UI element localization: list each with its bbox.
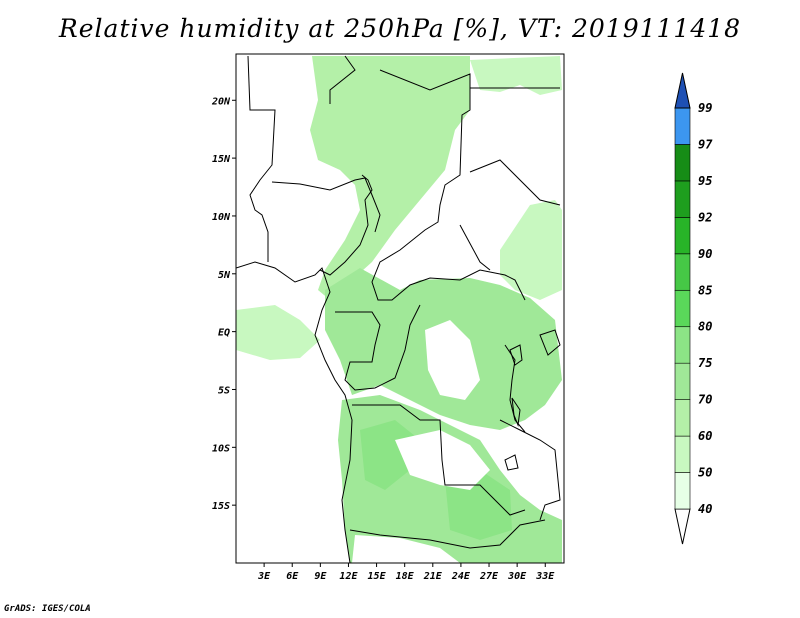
colorbar-segment xyxy=(674,253,691,291)
colorbar-label: 80 xyxy=(698,320,712,334)
lon-tick-label: 33E xyxy=(535,571,555,582)
colorbar-label: 40 xyxy=(698,502,712,516)
colorbar-high-arrow xyxy=(674,72,691,109)
colorbar-segment xyxy=(674,362,691,400)
colorbar-label: 75 xyxy=(698,356,712,370)
colorbar: 40 50 60 70 75 80 85 90 92 95 97 99 xyxy=(674,72,713,545)
colorbar-label: 70 xyxy=(698,393,712,407)
humidity-region-east xyxy=(500,200,562,300)
humidity-region-north xyxy=(310,56,470,300)
colorbar-segment xyxy=(674,144,691,182)
colorbar-segment xyxy=(674,399,691,437)
lon-tick-label: 3E xyxy=(257,571,271,582)
longitude-axis: 3E 6E 9E 12E 15E 18E 21E 24E 27E 30E 33E xyxy=(257,563,555,582)
colorbar-low-arrow xyxy=(674,508,691,545)
colorbar-segment xyxy=(674,180,691,218)
colorbar-label: 92 xyxy=(698,210,712,224)
colorbar-label: 60 xyxy=(698,429,712,443)
colorbar-segment xyxy=(674,326,691,364)
colorbar-segment xyxy=(674,107,691,145)
coastline-west xyxy=(236,261,353,563)
dry-gap-south xyxy=(352,535,460,563)
colorbar-label: 85 xyxy=(698,283,712,297)
colorbar-label: 99 xyxy=(698,101,712,115)
lon-tick-label: 24E xyxy=(451,571,471,582)
humidity-region-south-core xyxy=(360,420,420,490)
colorbar-label: 90 xyxy=(698,247,712,261)
lat-tick-label: 15S xyxy=(212,501,230,512)
grads-credit: GrADS: IGES/COLA xyxy=(4,604,91,614)
lon-tick-label: 9E xyxy=(314,571,327,582)
humidity-region-gulf xyxy=(236,305,320,360)
colorbar-label: 95 xyxy=(698,174,712,188)
colorbar-label: 97 xyxy=(698,137,713,151)
lon-tick-label: 15E xyxy=(368,571,387,582)
lon-tick-label: 18E xyxy=(396,571,415,582)
humidity-region-northeast xyxy=(470,56,562,95)
humidity-shading xyxy=(236,56,562,563)
lon-tick-label: 21E xyxy=(423,571,443,582)
lat-tick-label: 15N xyxy=(212,154,231,165)
map-title: Relative humidity at 250hPa [%], VT: 201… xyxy=(58,14,742,43)
lat-tick-label: 5N xyxy=(218,270,231,281)
lat-tick-label: 5S xyxy=(218,385,230,396)
colorbar-segment xyxy=(674,435,691,473)
lat-tick-label: EQ xyxy=(218,328,230,339)
colorbar-label: 50 xyxy=(698,466,712,480)
latitude-axis: 20N 15N 10N 5N EQ 5S 10S 15S xyxy=(211,96,236,512)
lon-tick-label: 6E xyxy=(286,571,299,582)
map-frame xyxy=(235,53,565,564)
dry-gap-congo xyxy=(425,320,480,400)
colorbar-segment xyxy=(674,217,691,255)
lon-tick-label: 30E xyxy=(507,571,527,582)
country-borders xyxy=(236,55,561,563)
lat-tick-label: 10N xyxy=(212,212,231,223)
colorbar-segment xyxy=(674,472,691,510)
lon-tick-label: 27E xyxy=(479,571,499,582)
lake-borders xyxy=(504,329,561,471)
lon-tick-label: 12E xyxy=(339,571,358,582)
colorbar-segment xyxy=(674,289,691,328)
lat-tick-label: 10S xyxy=(212,443,230,454)
border-lines xyxy=(247,55,561,549)
lat-tick-label: 20N xyxy=(211,96,231,107)
